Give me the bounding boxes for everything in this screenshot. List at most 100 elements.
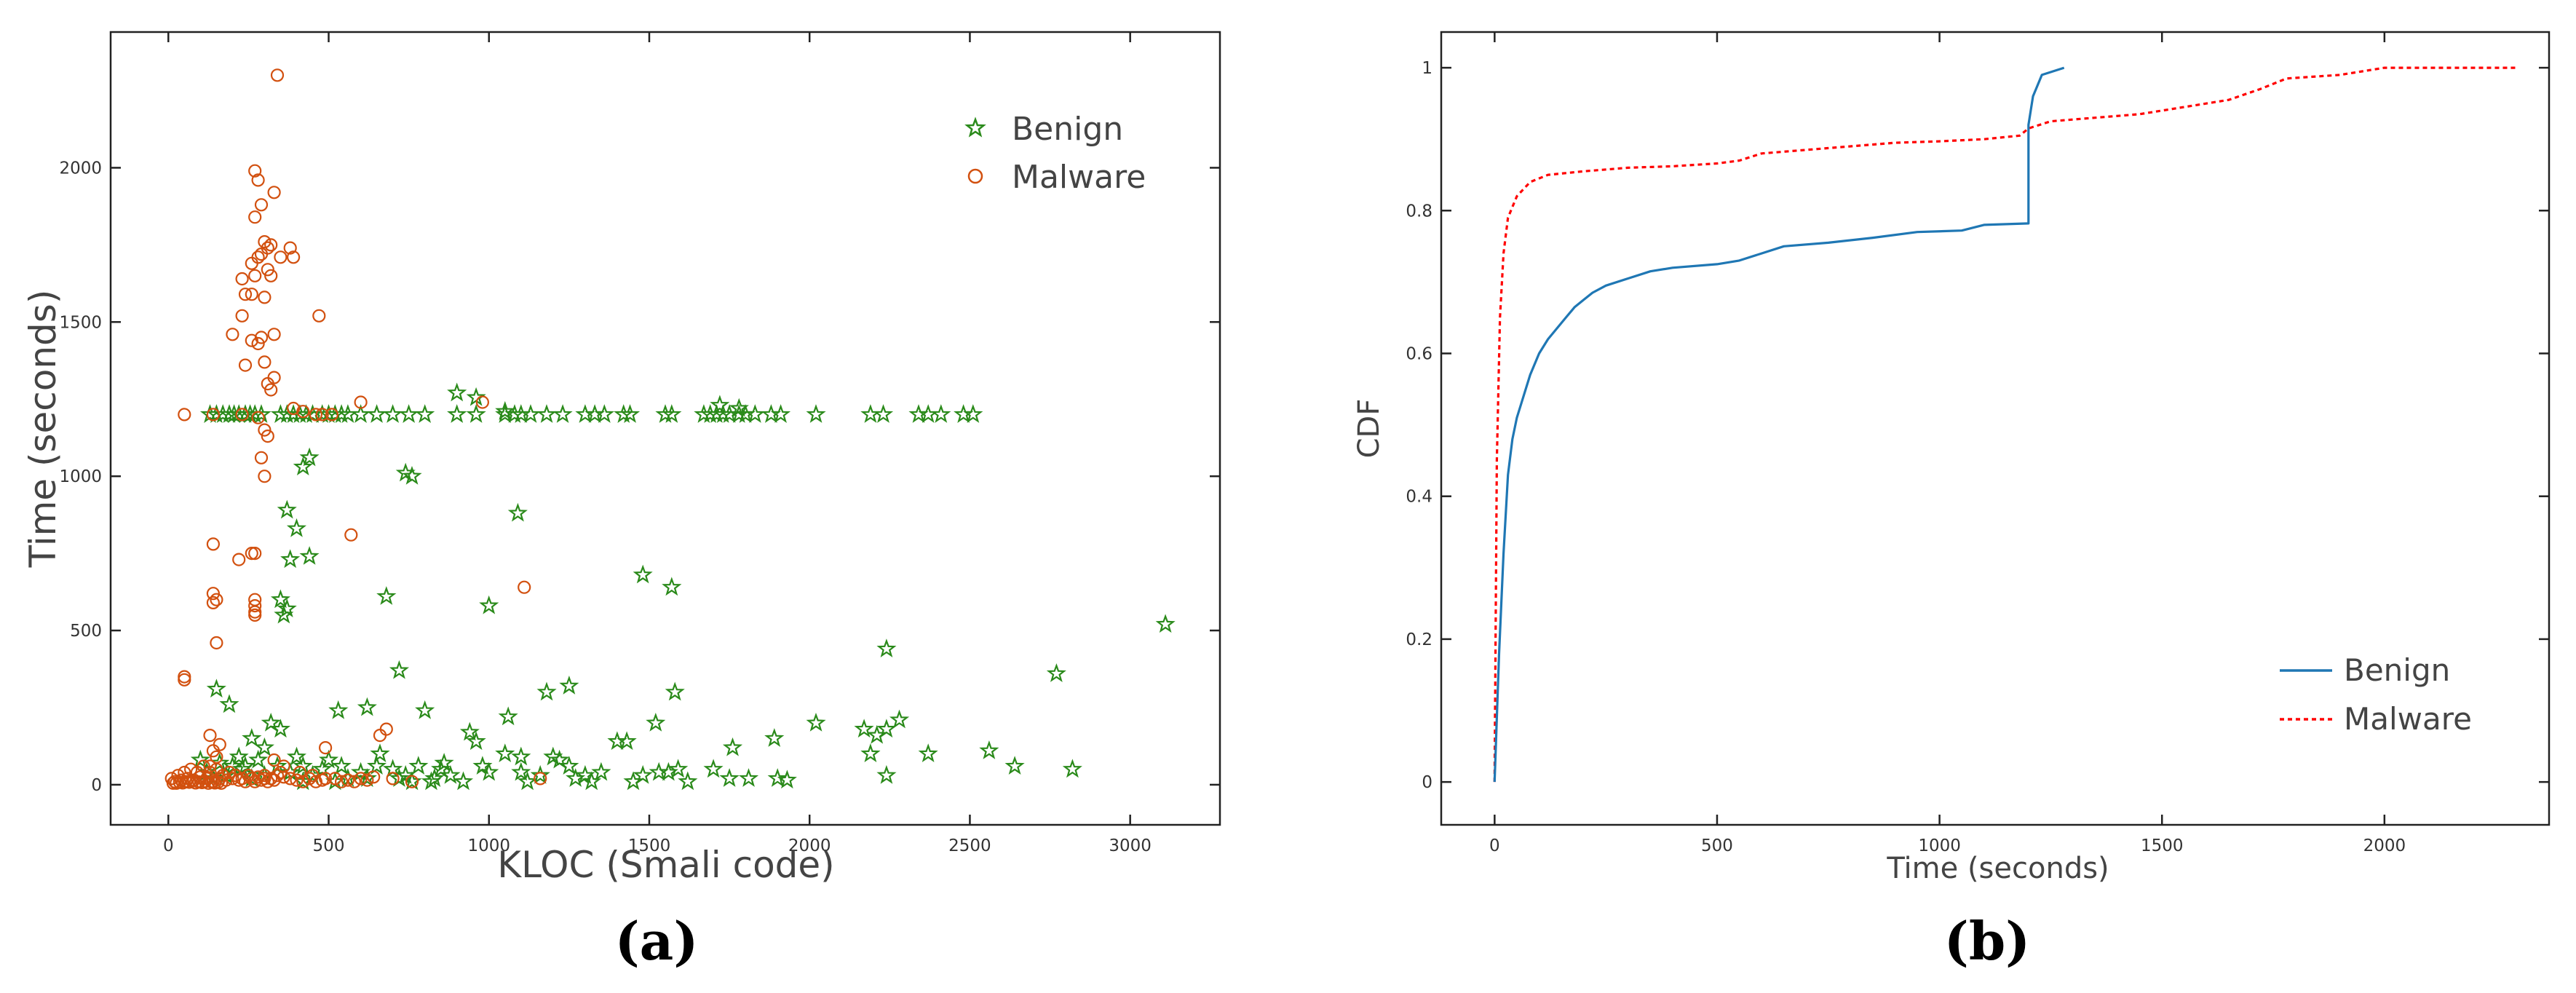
benign-point [1155,614,1176,633]
x-tick-label: 3000 [1109,836,1152,855]
benign-point [617,731,637,751]
benign-point [633,764,653,784]
malware-point [238,775,253,788]
benign-point [1046,663,1066,682]
malware-point [254,331,269,344]
benign-point [655,404,675,423]
malware-point [206,744,220,758]
benign-point [511,761,531,781]
malware-point [245,333,258,347]
malware-point [290,773,304,787]
benign-point [415,404,435,423]
malware-point [254,198,269,212]
benign-point [729,397,749,417]
malware-point [344,528,358,542]
malware-point [518,580,531,594]
benign-point [710,395,730,414]
malware-point [319,740,333,755]
malware-point [264,383,278,397]
benign-point [518,771,538,791]
benign-point [770,404,791,423]
y-tick-label: 1500 [59,313,102,332]
malware-point [405,775,419,788]
y-tick-label: 0 [1422,773,1432,792]
malware-point [309,408,322,422]
malware-point [386,772,400,786]
benign-point [963,404,983,423]
malware-point [347,775,361,788]
benign-point [646,712,666,732]
malware-point [475,395,490,409]
malware-point [296,775,310,788]
y-tick-label: 1000 [59,467,102,486]
benign-point [331,404,352,423]
x-tick-label: 500 [1701,836,1733,855]
malware-cdf-line [1493,66,2518,783]
benign-point [876,719,897,738]
benign-point [331,756,352,775]
malware-point [261,429,274,443]
malware-point [245,546,258,561]
malware-point [178,673,191,687]
benign-point [270,589,290,609]
benign-point [668,759,689,778]
malware-point [235,408,249,422]
benign-point [495,400,515,420]
benign-point [662,404,682,423]
x-tick-label: 1000 [1918,836,1961,855]
malware-point [283,772,297,786]
x-tick-label: 2500 [948,836,991,855]
malware-point [296,405,310,419]
benign-point [649,761,669,781]
malware-point [206,537,220,551]
malware-point [274,250,288,264]
benign-point [229,746,249,766]
benign-point [286,518,307,537]
benign-point [367,756,387,775]
malware-point [283,241,297,255]
benign-point [235,756,255,775]
malware-point [335,775,349,788]
benign-point [242,728,262,747]
benign-point [447,404,467,423]
benign-point [280,549,301,569]
benign-point [543,746,563,766]
malware-point [258,423,272,437]
benign-point [777,770,797,789]
y-tick-label: 500 [70,622,102,641]
benign-point [536,404,557,423]
malware-point [312,309,326,323]
benign-point [889,709,910,729]
benign-point [495,743,515,763]
benign-point [459,721,480,741]
y-tick-label: 2000 [59,159,102,178]
panel-b-ticks: 0 500 1000 1500 2000 0 0.2 0.4 0.6 0.8 1 [1406,32,2549,855]
y-tick-label: 0.4 [1406,488,1432,507]
malware-point [206,596,220,610]
benign-point [453,771,474,791]
malware-point [341,773,354,787]
legend-benign-star-icon [964,116,986,138]
malware-point [325,408,338,422]
malware-point [354,772,368,786]
benign-point [399,404,419,423]
benign-point [507,502,528,522]
malware-point [534,772,547,786]
y-tick-label: 0 [91,776,102,795]
benign-point [566,768,586,787]
x-tick-label: 2000 [788,836,831,855]
malware-point [360,773,374,787]
benign-point [931,404,951,423]
benign-point [665,681,685,701]
benign-point [277,499,297,519]
benign-point [357,768,377,787]
malware-point [248,164,262,178]
malware-point [248,608,262,622]
benign-point [536,681,557,701]
malware-point [206,587,220,601]
malware-point [248,598,262,613]
malware-point [232,553,246,566]
benign-point [745,404,765,423]
benign-point [876,764,897,784]
benign-point [550,749,570,769]
